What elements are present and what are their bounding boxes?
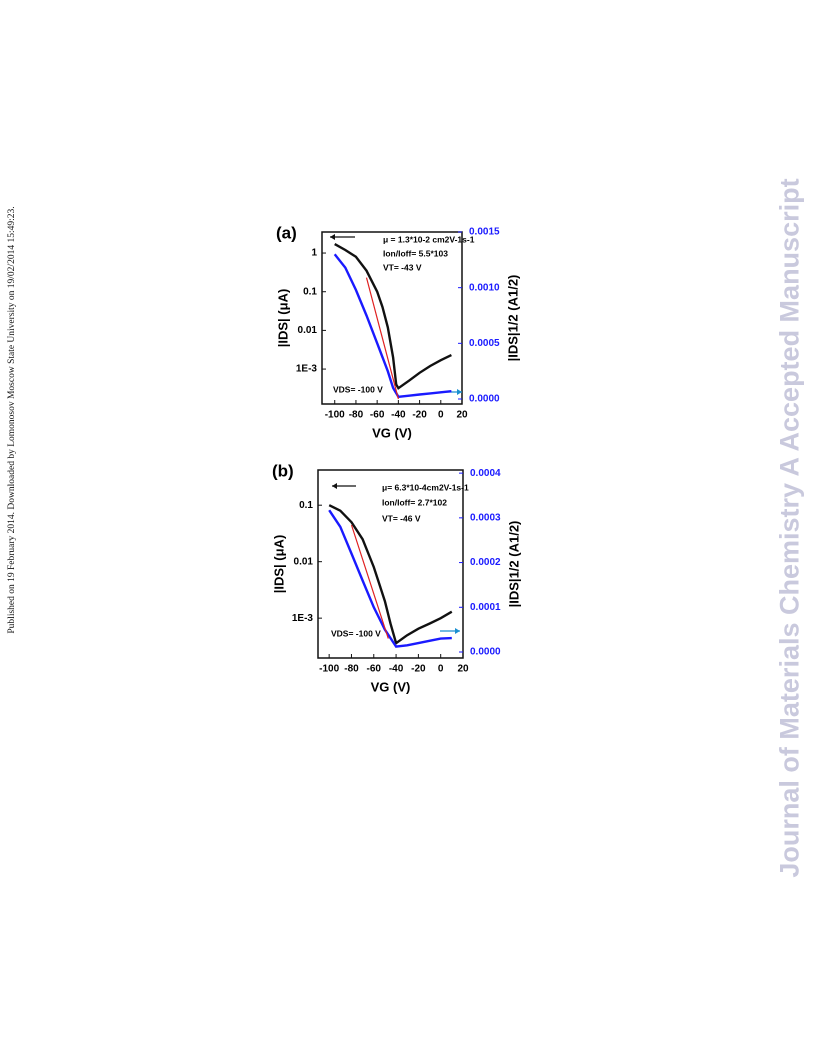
x-tick-label: -20 <box>411 664 426 675</box>
x-tick-label: -100 <box>325 410 345 421</box>
annotation: Ion/Ioff= 2.7*102 <box>382 497 447 507</box>
x-axis-label: VG (V) <box>371 679 411 694</box>
y-tick-label: 0.1 <box>299 500 313 511</box>
x-tick-label: 0 <box>438 410 444 421</box>
y-tick-label: 1 <box>311 248 317 259</box>
y2-tick-label: 0.0000 <box>469 394 500 405</box>
annotation: μ = 1.3*10-2 cm2V-1s-1 <box>383 234 475 244</box>
y2-tick-label: 0.0000 <box>470 647 501 658</box>
annotation: Ion/Ioff= 5.5*103 <box>383 248 448 258</box>
y-tick-label: 0.1 <box>303 286 317 297</box>
annotation: VT= -46 V <box>382 513 421 523</box>
series-line <box>328 509 452 648</box>
y2-tick-label: 0.0001 <box>470 602 501 613</box>
x-tick-label: 0 <box>438 664 444 675</box>
x-tick-label: 20 <box>456 410 468 421</box>
arrow-head <box>332 483 337 489</box>
x-tick-label: -60 <box>367 664 382 675</box>
x-tick-label: 20 <box>457 664 469 675</box>
annotation: μ= 6.3*10-4cm2V-1s-1 <box>382 482 469 492</box>
series-line <box>328 504 453 646</box>
y-tick-label: 1E-3 <box>296 364 318 375</box>
plot-frame <box>321 231 463 405</box>
x-tick-label: -20 <box>412 410 427 421</box>
x-tick-label: -60 <box>370 410 385 421</box>
panel-label: (a) <box>276 223 297 242</box>
series-line <box>350 524 389 639</box>
y-tick-label: 0.01 <box>298 325 318 336</box>
y-axis-label: |IDS| (μA) <box>271 535 286 594</box>
plot-frame <box>317 469 464 659</box>
x-tick-label: -40 <box>389 664 404 675</box>
arrow-head <box>455 628 460 634</box>
y2-axis-label: |IDS|1/2 (A1/2) <box>506 521 521 608</box>
series-line <box>334 243 452 390</box>
series-line <box>365 277 399 400</box>
series-line <box>333 253 452 399</box>
arrow-head <box>457 389 462 395</box>
y2-tick-label: 0.0003 <box>470 512 501 523</box>
annotation: VDS= -100 V <box>331 628 381 638</box>
y-axis-label: |IDS| (μA) <box>275 289 290 348</box>
y2-tick-label: 0.0002 <box>470 557 501 568</box>
x-tick-label: -80 <box>349 410 364 421</box>
y2-tick-label: 0.0015 <box>469 227 500 238</box>
panel-label: (b) <box>272 461 294 480</box>
y2-tick-label: 0.0005 <box>469 338 500 349</box>
x-axis-label: VG (V) <box>372 425 412 440</box>
y-tick-label: 1E-3 <box>292 613 314 624</box>
y2-axis-label: |IDS|1/2 (A1/2) <box>505 275 520 362</box>
x-tick-label: -40 <box>391 410 406 421</box>
y2-tick-label: 0.0010 <box>469 282 500 293</box>
x-tick-label: -80 <box>344 664 359 675</box>
y-tick-label: 0.01 <box>294 556 314 567</box>
arrow-head <box>330 234 335 240</box>
annotation: VDS= -100 V <box>333 384 383 394</box>
y2-tick-label: 0.0004 <box>470 468 501 479</box>
annotation: VT= -43 V <box>383 262 422 272</box>
x-tick-label: -100 <box>319 664 339 675</box>
